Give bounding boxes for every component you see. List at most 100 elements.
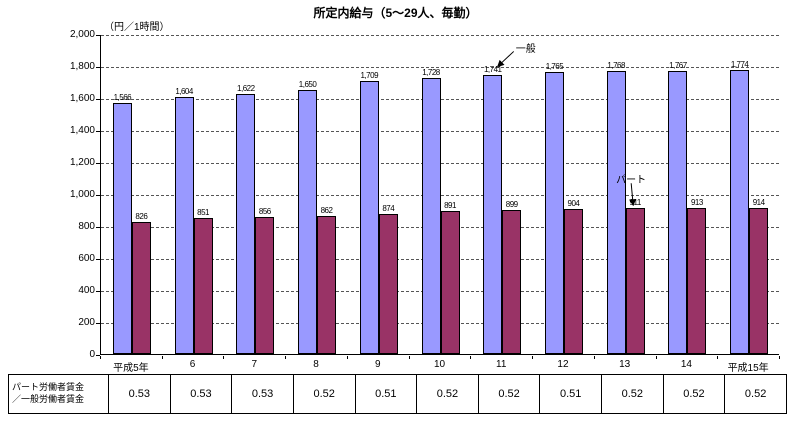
ratio-table: パート労働者賃金 ／一般労働者賃金 0.53 0.53 0.53 0.52 0.51 0.5… [8,374,787,414]
chart-title: 所定内給与（5～29人、毎勤） [313,6,478,20]
ratio-cell: 0.53 [231,374,294,414]
bar-general [483,75,503,354]
ratio-row-header: パート労働者賃金 ／一般労働者賃金 [8,374,109,414]
y-tick-label: 1,200 [69,157,95,168]
bar-part [440,211,460,354]
bar-value-label-part: 851 [197,207,209,217]
y-tick-label: 1,600 [69,93,95,104]
bar-general [730,70,750,354]
bar-part [131,221,151,354]
bar-value-label-general: 1,774 [730,60,749,70]
y-tick-mark [96,99,100,100]
bar-value-label-part: 911 [629,198,642,208]
x-tick-mark [655,356,657,359]
bar-value-label-part: 856 [258,207,271,217]
x-tick-mark [717,356,719,359]
bar-value-label-general: 1,622 [237,84,255,94]
y-tick-mark [96,227,100,228]
bar-value-label-part: 862 [320,206,333,216]
y-tick-label: 1,000 [69,189,95,200]
bar-part [317,216,337,354]
bar-part [502,210,522,354]
bar-part [378,214,398,354]
x-category-label: 6 [189,359,196,370]
x-category-label: 9 [374,359,381,370]
x-tick-mark [593,356,595,359]
bar-general [421,77,441,354]
ratio-cell: 0.53 [108,374,171,414]
bar-value-label-part: 899 [505,200,518,210]
bar-general [544,71,564,354]
x-category-label: 平成15年 [727,363,769,374]
bar-value-label-general: 1,728 [422,67,440,77]
ratio-cell: 0.52 [662,374,726,414]
bar-part [563,209,583,354]
bar-value-label-part: 891 [444,201,456,211]
y-tick-mark [96,131,100,132]
bar-general [174,97,194,354]
x-category-label: 10 [433,359,446,370]
bar-value-label-general: 1,604 [175,87,193,97]
y-tick-label: 600 [78,253,95,264]
y-tick-mark [96,195,100,196]
x-tick-mark [223,356,225,359]
y-tick-label: 800 [78,221,95,232]
bar-value-label-general: 1,650 [298,80,317,89]
bar-value-label-general: 1,767 [669,61,687,71]
ratio-cell: 0.51 [539,374,602,414]
bar-general [668,71,688,354]
x-category-label: 12 [557,359,569,370]
y-tick-label: 0 [89,349,95,360]
y-tick-mark [96,323,100,324]
y-tick-mark [96,259,100,260]
x-category-label: 8 [313,359,319,370]
annotation-general-label: 一般 [515,44,536,56]
bar-general [606,71,626,354]
bar-value-label-general: 1,741 [483,65,502,75]
x-tick-mark [161,356,163,359]
ratio-cell: 0.52 [292,374,356,414]
bar-value-label-part: 904 [567,199,580,209]
y-tick-mark [96,291,100,292]
bar-value-label-part: 826 [135,211,148,221]
bar-part [255,217,275,354]
x-tick-mark [779,356,780,359]
bar-general [359,80,379,354]
x-category-label: 13 [619,359,631,370]
gridline [101,67,779,68]
x-category-label: 11 [496,359,507,370]
ratio-cell: 0.52 [477,374,541,414]
x-category-label: 平成5年 [113,363,149,374]
x-tick-mark [532,356,534,359]
x-tick-mark [285,356,287,359]
y-tick-label: 1,800 [69,61,95,72]
gridline [101,35,779,36]
bar-value-label-general: 1,768 [607,61,625,71]
y-tick-mark [96,355,100,356]
ratio-row: パート労働者賃金 ／一般労働者賃金 0.53 0.53 0.53 0.52 0.51 0.5… [8,374,787,414]
bar-general [112,103,132,354]
bar-part [687,207,707,354]
y-tick-mark [96,163,100,164]
plot-area: 1,566 826 1,604 851 1,622 856 1,650 862 1,709 874… [100,35,779,355]
x-tick-mark [346,356,348,359]
ratio-cell: 0.52 [416,374,479,414]
bar-general [298,90,318,354]
bar-general [236,94,256,354]
ratio-cell: 0.53 [169,374,233,414]
bar-value-label-part: 914 [752,197,765,207]
y-tick-label: 2,000 [69,29,95,40]
y-tick-label: 400 [78,285,95,296]
bar-part [193,217,213,354]
y-tick-label: 1,400 [69,125,95,136]
bar-part [625,208,645,354]
y-tick-mark [96,67,100,68]
annotation-part-label: パート [616,175,647,187]
bar-part [749,207,769,354]
x-tick-mark [100,356,101,359]
x-category-label: 7 [251,359,258,370]
y-axis-unit-label: （円／1時間） [104,22,170,33]
x-tick-mark [470,356,472,359]
bar-value-label-general: 1,765 [545,61,564,71]
